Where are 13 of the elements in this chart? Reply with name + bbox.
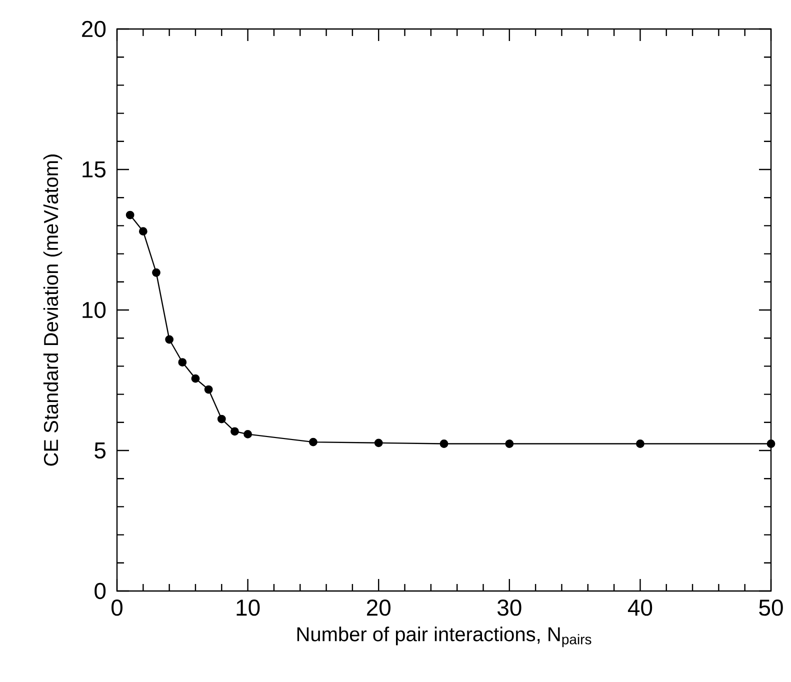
y-tick-label: 0 [94,582,106,600]
x-tick-label: 30 [497,600,522,616]
y-tick-label: 20 [82,20,106,38]
y-tick-label: 5 [94,442,106,459]
y-tick-label: 10 [82,302,106,318]
y-tick-label: 15 [82,161,106,178]
x-tick-label: 40 [628,600,652,616]
x-tick-label: 0 [112,600,122,616]
x-tick-label: 50 [759,600,783,616]
y-axis-title: CE Standard Deviation (meV/atom) [43,154,62,466]
x-tick-label: 10 [236,600,260,616]
x-tick-label: 20 [366,600,390,616]
x-axis-title: Number of pair interactions, N$_{pairs}$ [297,626,592,648]
